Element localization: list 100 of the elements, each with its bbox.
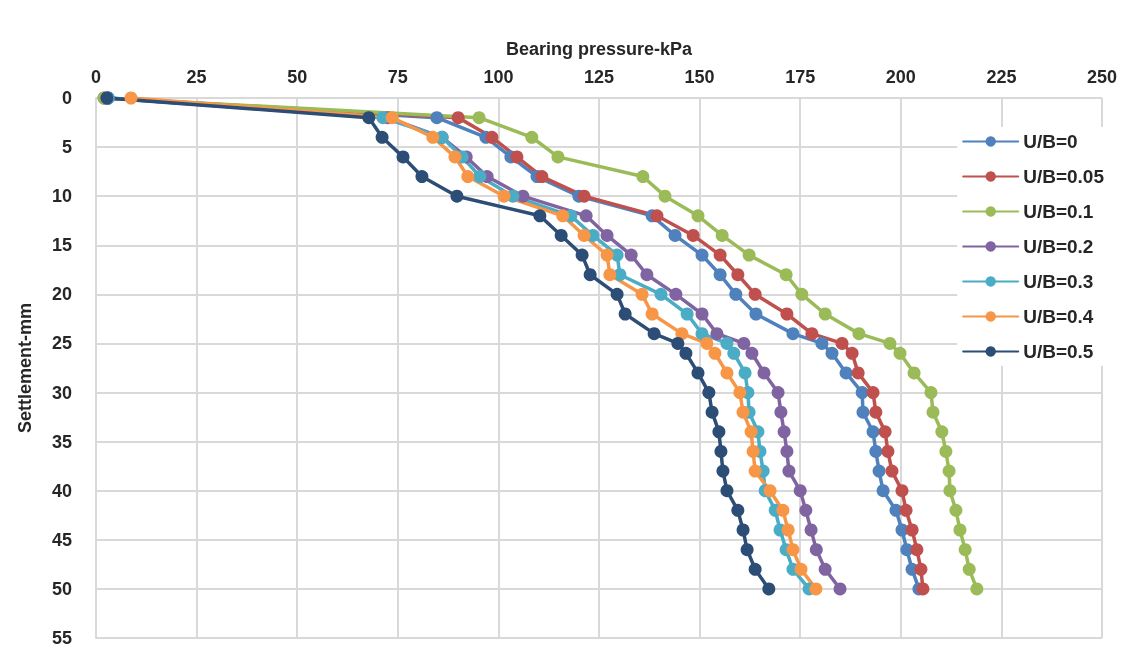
point (958, 543, 972, 557)
point (779, 268, 793, 282)
legend-label: U/B=0.4 (1023, 306, 1094, 327)
point (686, 228, 700, 242)
point (577, 228, 591, 242)
point (579, 209, 593, 223)
point (635, 287, 649, 301)
y-tick-label: 10 (51, 186, 72, 207)
point (949, 503, 963, 517)
point (575, 248, 589, 262)
point (786, 543, 800, 557)
y-tick-label: 35 (51, 431, 72, 452)
point (738, 366, 752, 380)
y-tick-label: 50 (51, 578, 72, 599)
point (554, 228, 568, 242)
y-tick-label: 55 (51, 628, 72, 648)
point (713, 268, 727, 282)
point (852, 327, 866, 341)
point (675, 327, 689, 341)
point (748, 464, 762, 478)
point (825, 346, 839, 360)
point (716, 464, 730, 478)
point (451, 111, 465, 125)
point (472, 111, 486, 125)
point (710, 327, 724, 341)
point (654, 287, 668, 301)
x-tick-label: 175 (785, 67, 816, 87)
point (577, 189, 591, 203)
point (618, 307, 632, 321)
legend-label: U/B=0.1 (1023, 201, 1094, 222)
y-tick-label: 20 (51, 284, 72, 305)
point (883, 336, 897, 350)
point (695, 327, 709, 341)
point (415, 170, 429, 184)
point (640, 268, 654, 282)
point (839, 366, 853, 380)
point (799, 503, 813, 517)
x-tick-label: 250 (1086, 67, 1118, 87)
x-tick-label: 75 (387, 67, 408, 87)
point (736, 523, 750, 537)
x-tick-label: 125 (583, 67, 615, 87)
point (781, 523, 795, 537)
point (731, 503, 745, 517)
point (835, 336, 849, 350)
point (712, 425, 726, 439)
point (748, 562, 762, 576)
point (804, 523, 818, 537)
point (878, 425, 892, 439)
legend-label: U/B=0 (1023, 131, 1078, 152)
point (916, 582, 930, 596)
point (600, 228, 614, 242)
point (805, 327, 819, 341)
point (855, 386, 869, 400)
point (763, 484, 777, 498)
point (881, 444, 895, 458)
point (610, 287, 624, 301)
point (375, 130, 389, 144)
point (907, 366, 921, 380)
point (757, 366, 771, 380)
point (473, 170, 487, 184)
point (729, 287, 743, 301)
point (450, 189, 464, 203)
point (899, 503, 913, 517)
x-tick-label: 100 (483, 67, 514, 87)
point (583, 268, 597, 282)
x-tick-label: 25 (186, 67, 207, 87)
y-tick-label: 5 (61, 137, 72, 158)
point (430, 111, 444, 125)
point (869, 444, 883, 458)
point (942, 464, 956, 478)
point (866, 425, 880, 439)
point (720, 484, 734, 498)
point (636, 170, 650, 184)
point (669, 287, 683, 301)
point (935, 425, 949, 439)
point (795, 287, 809, 301)
point (733, 386, 747, 400)
point (780, 444, 794, 458)
y-tick-label: 15 (51, 235, 72, 256)
point (869, 405, 883, 419)
point (777, 425, 791, 439)
point (727, 346, 741, 360)
point (679, 346, 693, 360)
point (671, 336, 685, 350)
point (396, 150, 410, 164)
y-axis-title: Settlement-mm (15, 302, 35, 434)
x-tick-label: 150 (684, 67, 715, 87)
point (737, 336, 751, 350)
point (962, 562, 976, 576)
point (786, 327, 800, 341)
point (485, 130, 499, 144)
point (782, 464, 796, 478)
legend-label: U/B=0.3 (1023, 271, 1094, 292)
point (533, 209, 547, 223)
point (943, 484, 957, 498)
point (776, 503, 790, 517)
point (745, 346, 759, 360)
x-tick-label: 225 (986, 67, 1017, 87)
point (744, 425, 758, 439)
point (556, 209, 570, 223)
